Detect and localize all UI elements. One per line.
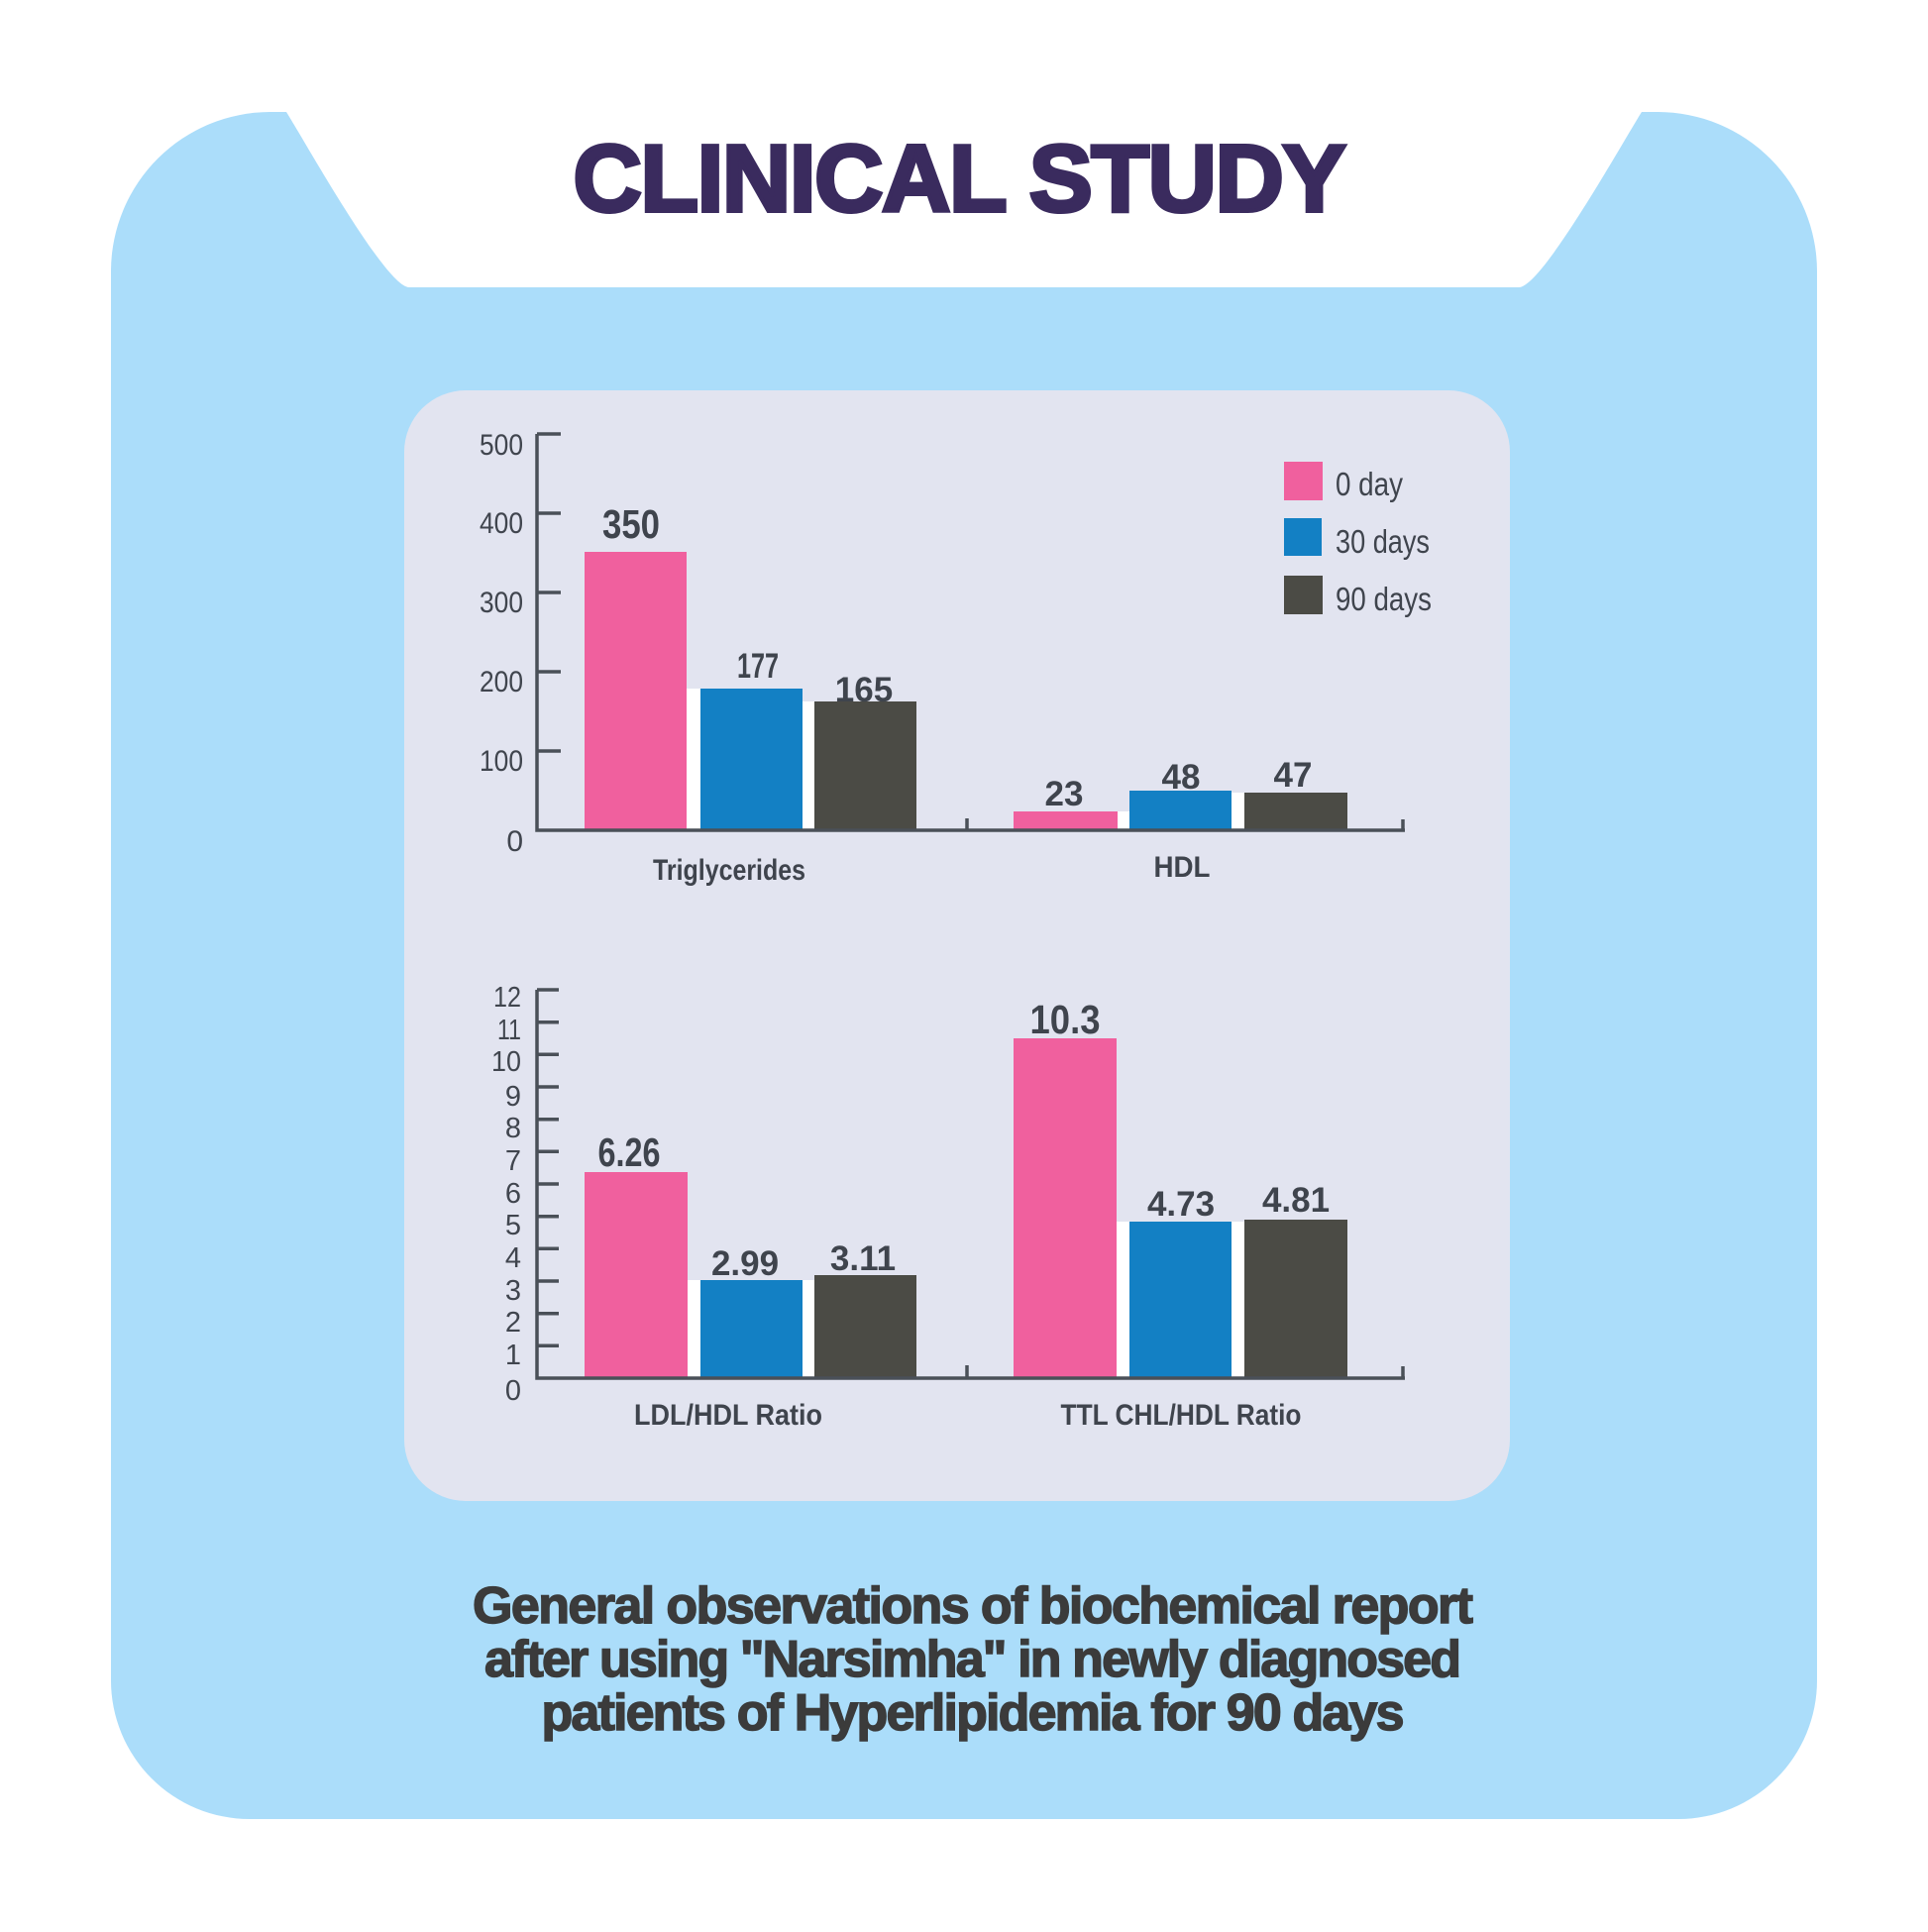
svg-text:90 days: 90 days xyxy=(1336,581,1432,617)
svg-text:0: 0 xyxy=(505,1375,521,1407)
svg-text:after using "Narsimha" in newl: after using "Narsimha" in newly diagnose… xyxy=(484,1631,1461,1688)
svg-text:10: 10 xyxy=(491,1046,521,1078)
svg-text:0: 0 xyxy=(506,825,523,858)
svg-text:23: 23 xyxy=(1045,775,1084,813)
svg-text:4.81: 4.81 xyxy=(1262,1181,1330,1220)
svg-text:HDL: HDL xyxy=(1154,851,1211,884)
svg-text:6: 6 xyxy=(505,1178,521,1210)
svg-text:3.11: 3.11 xyxy=(830,1239,896,1278)
svg-text:300: 300 xyxy=(480,587,523,619)
svg-text:TTL CHL/HDL Ratio: TTL CHL/HDL Ratio xyxy=(1061,1399,1302,1432)
svg-text:9: 9 xyxy=(505,1081,521,1113)
svg-text:LDL/HDL Ratio: LDL/HDL Ratio xyxy=(634,1399,822,1432)
svg-text:5: 5 xyxy=(505,1210,521,1241)
svg-text:12: 12 xyxy=(493,982,521,1014)
svg-text:30 days: 30 days xyxy=(1336,523,1430,560)
svg-text:3: 3 xyxy=(505,1275,521,1307)
svg-text:6.26: 6.26 xyxy=(598,1129,661,1175)
svg-text:2.99: 2.99 xyxy=(711,1244,779,1283)
svg-text:11: 11 xyxy=(497,1015,521,1046)
svg-text:500: 500 xyxy=(480,429,523,462)
svg-text:47: 47 xyxy=(1274,756,1313,795)
svg-text:48: 48 xyxy=(1162,758,1201,797)
svg-text:4: 4 xyxy=(505,1242,521,1274)
svg-text:CLINICAL STUDY: CLINICAL STUDY xyxy=(574,126,1346,232)
svg-text:400: 400 xyxy=(480,507,523,540)
svg-text:8: 8 xyxy=(505,1113,521,1144)
svg-text:0 day: 0 day xyxy=(1336,466,1403,502)
svg-text:4.73: 4.73 xyxy=(1147,1185,1215,1224)
svg-text:100: 100 xyxy=(480,745,523,778)
svg-text:patients of Hyperlipidemia for: patients of Hyperlipidemia for 90 days xyxy=(542,1684,1405,1742)
svg-text:165: 165 xyxy=(835,671,893,709)
svg-text:1: 1 xyxy=(505,1340,521,1371)
svg-text:General observations of bioche: General observations of biochemical repo… xyxy=(473,1577,1473,1635)
svg-text:177: 177 xyxy=(737,647,779,686)
svg-text:10.3: 10.3 xyxy=(1030,997,1101,1042)
svg-text:200: 200 xyxy=(480,666,523,698)
svg-text:Triglycerides: Triglycerides xyxy=(653,854,805,887)
svg-text:350: 350 xyxy=(602,501,660,547)
svg-text:2: 2 xyxy=(505,1307,521,1339)
svg-text:7: 7 xyxy=(505,1145,521,1177)
